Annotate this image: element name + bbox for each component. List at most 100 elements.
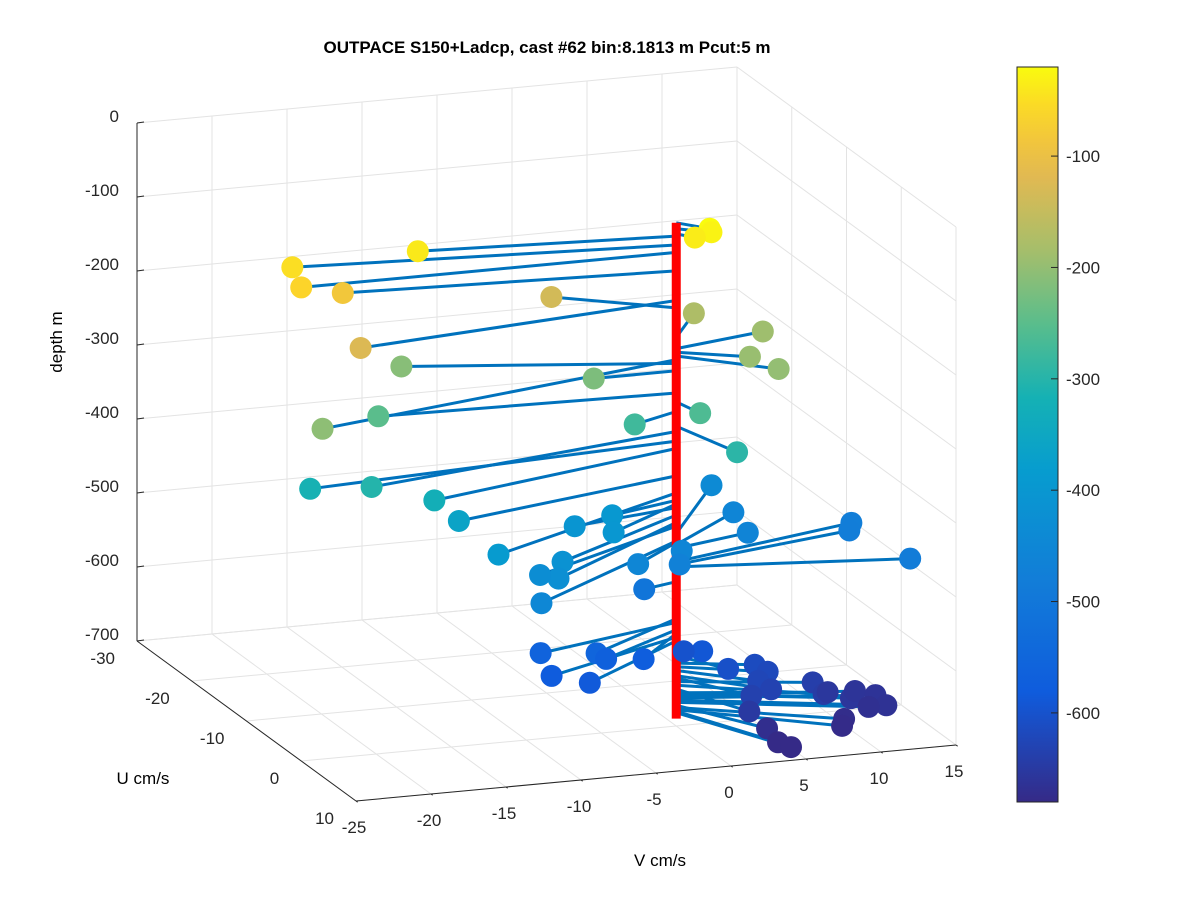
x-axis-label: V cm/s <box>634 851 686 870</box>
grid-line <box>136 214 738 272</box>
velocity-stem <box>676 708 843 728</box>
velocity-point <box>816 681 839 704</box>
x-tick-mark <box>355 800 358 803</box>
velocity-stem <box>676 700 869 709</box>
velocity-point <box>582 367 605 390</box>
velocity-stem <box>458 474 677 523</box>
x-tick-mark <box>430 793 433 796</box>
colorbar: -100 -200 -300 -400 -500 -600 <box>1016 66 1100 803</box>
velocity-point <box>529 564 552 586</box>
colorbar-scale <box>1016 66 1059 803</box>
velocity-point <box>627 553 650 576</box>
velocity-stem <box>676 680 813 684</box>
velocity-point <box>423 489 446 512</box>
velocity-stem <box>675 529 850 567</box>
z-tick-label: 0 <box>110 107 119 126</box>
velocity-stem <box>540 620 677 655</box>
z-tick-label: -400 <box>85 403 119 422</box>
velocity-point <box>360 475 383 498</box>
z-tick-mark <box>136 417 145 420</box>
x-tick-mark <box>805 758 808 761</box>
z-tick-label: -200 <box>85 255 119 274</box>
grid-line <box>191 624 792 682</box>
y-tick-label: -20 <box>145 689 170 708</box>
velocity-stem <box>676 669 759 683</box>
velocity-point <box>578 671 601 694</box>
velocity-point <box>736 521 759 544</box>
x-tick-mark <box>505 786 508 789</box>
grid-line <box>246 664 847 722</box>
grid-line <box>136 140 738 198</box>
colorbar-tick-label: -100 <box>1066 147 1100 166</box>
velocity-point <box>722 501 745 524</box>
velocity-point <box>843 680 866 702</box>
z-axis-label: depth m <box>47 311 66 372</box>
velocity-point <box>299 477 322 500</box>
velocity-stem <box>378 391 677 418</box>
velocity-point <box>547 567 570 590</box>
grid-line <box>736 288 957 450</box>
grid-line <box>736 140 957 302</box>
velocity-point <box>751 320 774 343</box>
velocity-stem <box>434 447 677 502</box>
grid-line <box>736 66 957 228</box>
velocity-point <box>311 417 334 440</box>
velocity-point <box>683 226 706 249</box>
x-tick-label: 0 <box>724 783 733 802</box>
x-tick-label: -20 <box>417 811 442 830</box>
x-tick-mark <box>880 751 883 754</box>
y-tick-label: -10 <box>200 729 225 748</box>
velocity-point <box>349 337 372 359</box>
velocity-stem <box>675 521 852 564</box>
x-tick-mark <box>580 779 583 782</box>
z-tick-label: -500 <box>85 477 119 496</box>
colorbar-tick-label: -200 <box>1066 258 1100 277</box>
velocity-point <box>899 547 922 570</box>
velocity-stem <box>676 557 911 569</box>
z-tick-mark <box>136 343 145 346</box>
velocity-stem <box>676 350 751 359</box>
velocity-point <box>530 592 553 615</box>
velocity-point <box>390 355 413 378</box>
x-tick-label: -5 <box>646 790 661 809</box>
velocity-stem <box>675 330 764 351</box>
velocity-point <box>551 550 574 573</box>
velocity-stem <box>540 539 677 605</box>
velocity-point <box>682 302 705 325</box>
x-tick-label: -15 <box>492 804 517 823</box>
grid-line <box>136 362 738 420</box>
velocity-point <box>717 657 740 680</box>
z-tick-mark <box>136 491 145 494</box>
colorbar-tick-label: -600 <box>1066 704 1100 723</box>
velocity-point <box>691 640 714 663</box>
velocity-point <box>831 714 854 737</box>
velocity-stem <box>676 661 755 667</box>
chart-title: OUTPACE S150+Ladcp, cast #62 bin:8.1813 … <box>323 38 770 57</box>
z-tick-label: -300 <box>85 329 119 348</box>
grid-line <box>136 288 738 346</box>
z-tick-mark <box>136 565 145 568</box>
velocity-point <box>601 504 624 527</box>
velocity-point <box>672 640 695 663</box>
velocity-point <box>700 221 723 244</box>
grid-line <box>736 362 957 524</box>
velocity-point <box>563 515 586 538</box>
velocity-stem <box>371 430 677 489</box>
grid-line <box>736 214 957 376</box>
x-tick-label: 15 <box>945 762 964 781</box>
grid-line <box>136 66 738 124</box>
x-tick-label: -10 <box>567 797 592 816</box>
y-tick-label: 10 <box>315 809 334 828</box>
x-tick-mark <box>730 765 733 768</box>
velocity-stem <box>574 506 677 528</box>
colorbar-tick-label: -300 <box>1066 370 1100 389</box>
velocity-point <box>738 345 761 368</box>
z-tick-label: -100 <box>85 181 119 200</box>
plot-area: -25 -20 -15 -10 -5 0 5 10 15-30-20-100100-100-20… <box>85 66 964 837</box>
velocity-point <box>857 695 880 718</box>
z-tick-label: -700 <box>85 625 119 644</box>
velocity-point <box>281 256 304 279</box>
colorbar-tick-label: -500 <box>1066 593 1100 612</box>
velocity-point <box>632 648 655 671</box>
